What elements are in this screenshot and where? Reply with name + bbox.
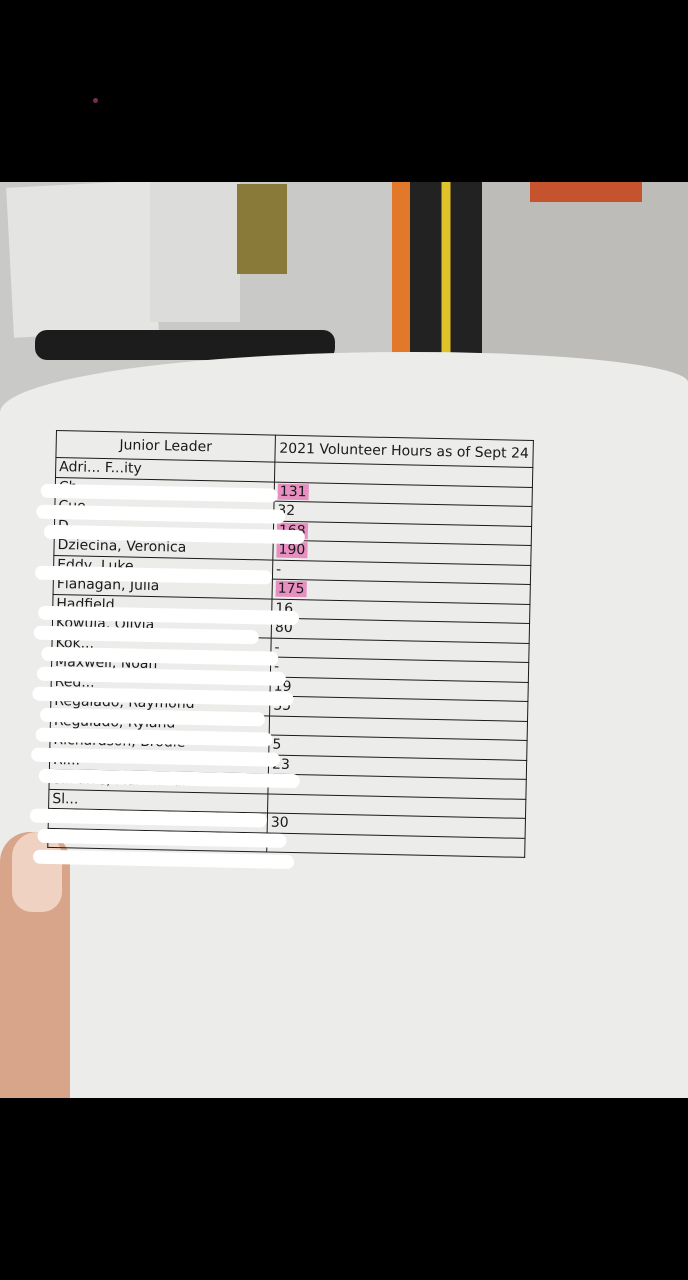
poster	[237, 184, 287, 274]
camera-dot	[93, 98, 98, 103]
flag	[392, 182, 482, 382]
paper-sheet	[0, 352, 688, 1098]
hours-value: 5	[272, 736, 282, 754]
photo	[0, 182, 688, 1098]
hours-value: 175	[275, 580, 307, 598]
hours-table-sheet: Junior Leader 2021 Volunteer Hours as of…	[29, 430, 534, 869]
papers	[150, 182, 240, 322]
bulletin-board	[6, 182, 159, 338]
fingernail	[12, 832, 62, 912]
hours-value: -	[275, 561, 282, 578]
picture-frame	[530, 182, 642, 202]
hours-value: 131	[277, 483, 309, 501]
hours-value: 190	[276, 541, 308, 559]
hours-value: 30	[270, 814, 289, 832]
